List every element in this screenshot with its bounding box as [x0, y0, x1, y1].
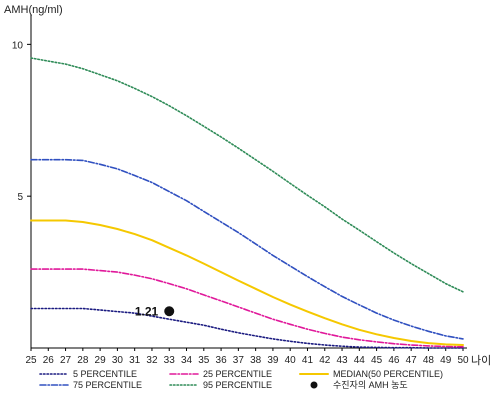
y-tick-label: 5 — [17, 192, 23, 203]
series-line-2 — [30, 268, 464, 348]
series-line-3 — [30, 219, 464, 346]
x-tick-label: 42 — [319, 355, 331, 366]
series-line-1 — [30, 307, 464, 349]
series-lines — [30, 57, 464, 349]
x-tick-label: 36 — [216, 355, 228, 366]
legend: 5 PERCENTILE 25 PERCENTILE MEDIAN(50 PERCE… — [39, 369, 443, 390]
x-tick-label: 46 — [388, 355, 400, 366]
axes: 5 10 25 26 27 28 29 30 31 32 33 34 35 36 37 38 39 40 41 42 4… — [4, 4, 491, 367]
x-tick-label: 43 — [336, 355, 348, 366]
x-tick-label: 47 — [406, 355, 418, 366]
x-tick-label: 41 — [302, 355, 314, 366]
x-tick-label: 48 — [423, 355, 435, 366]
x-tick-label: 29 — [95, 355, 107, 366]
x-tick-label: 32 — [146, 355, 158, 366]
x-tick-label: 28 — [77, 355, 89, 366]
x-tick-label: 50 — [457, 355, 469, 366]
x-tick-label: 25 — [25, 355, 37, 366]
x-axis-title: 나이 — [471, 354, 491, 367]
legend-label-1: 5 PERCENTILE — [73, 369, 137, 379]
x-tick-label: 40 — [285, 355, 297, 366]
legend-label-5: 95 PERCENTILE — [203, 380, 272, 390]
x-tick-label: 31 — [129, 355, 141, 366]
series-line-5 — [30, 57, 464, 293]
y-axis-title: AMH(ng/ml) — [4, 4, 63, 16]
legend-label-2: 25 PERCENTILE — [203, 369, 272, 379]
x-tick-label: 37 — [233, 355, 245, 366]
y-tick-label: 10 — [12, 40, 24, 51]
legend-label-3: MEDIAN(50 PERCENTILE) — [333, 369, 443, 379]
legend-label-4: 75 PERCENTILE — [73, 380, 142, 390]
x-tick-label: 38 — [250, 355, 262, 366]
x-tick-label: 30 — [112, 355, 124, 366]
patient-amh-point — [164, 306, 175, 317]
x-tick-label: 45 — [371, 355, 383, 366]
x-tick-label: 33 — [164, 355, 176, 366]
x-tick-label: 26 — [43, 355, 55, 366]
x-tick-label: 27 — [60, 355, 72, 366]
x-tick-label: 39 — [267, 355, 279, 366]
x-tick-label: 35 — [198, 355, 210, 366]
series-line-4 — [30, 158, 464, 340]
x-tick-label: 49 — [440, 355, 452, 366]
legend-point-marker — [310, 381, 318, 389]
patient-point-group: 1.21 — [135, 304, 175, 318]
x-tick-label: 44 — [354, 355, 366, 366]
patient-amh-label: 1.21 — [135, 304, 159, 318]
legend-point-label: 수진자의 AMH 농도 — [333, 380, 408, 390]
x-tick-label: 34 — [181, 355, 193, 366]
